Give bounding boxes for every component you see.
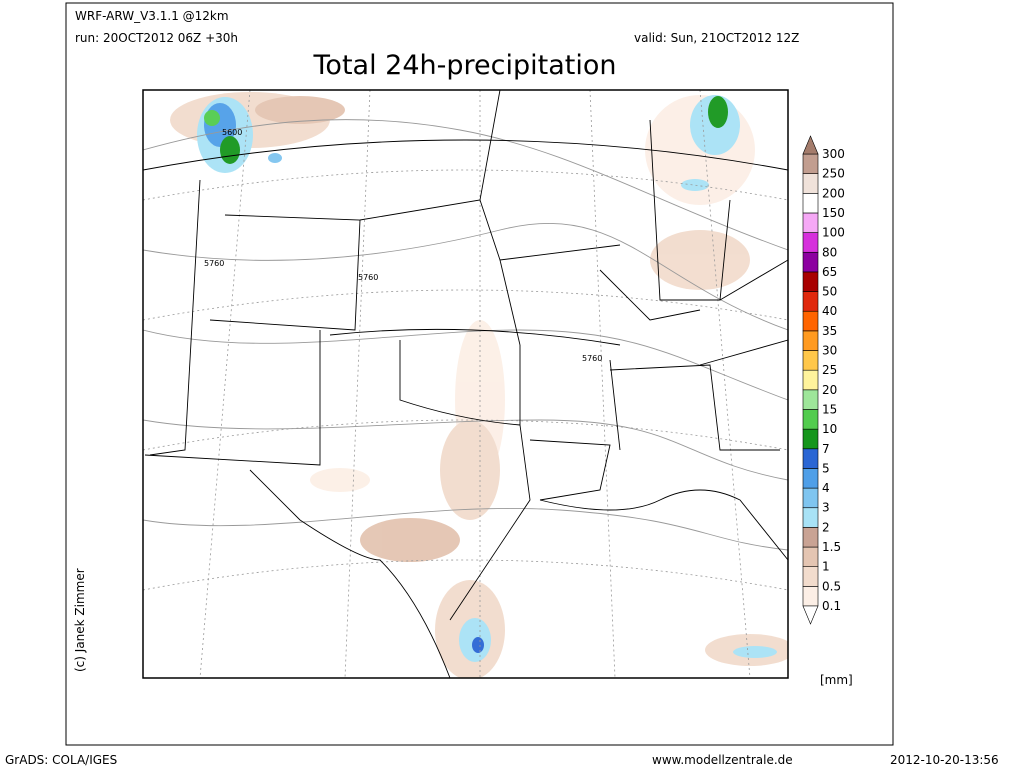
contour-label: 5760 [204, 259, 224, 268]
colorbar-label: 25 [822, 363, 837, 377]
colorbar-box [802, 527, 819, 548]
colorbar-box [802, 369, 819, 391]
colorbar-box [802, 271, 819, 292]
footer-software: GrADS: COLA/IGES [5, 753, 117, 767]
colorbar-box [802, 232, 819, 253]
colorbar-box [802, 389, 819, 410]
valid-label: valid: Sun, 21OCT2012 12Z [634, 31, 799, 45]
credit: (c) Janek Zimmer [73, 568, 87, 672]
colorbar-box [802, 566, 819, 587]
unit-label: [mm] [820, 673, 853, 687]
colorbar-box [802, 468, 819, 489]
map-border [142, 89, 789, 679]
run-label: run: 20OCT2012 06Z +30h [75, 31, 238, 45]
colorbar-label: 15 [822, 402, 837, 416]
model-label: WRF-ARW_V3.1.1 @12km [75, 9, 229, 23]
colorbar-label: 100 [822, 226, 845, 240]
colorbar-label: 40 [822, 304, 837, 318]
colorbar-box [802, 409, 819, 430]
colorbar-label: 0.1 [822, 599, 841, 613]
colorbar-label: 80 [822, 245, 837, 259]
colorbar-box [802, 448, 819, 469]
colorbar-box [802, 428, 819, 450]
colorbar-label: 50 [822, 285, 837, 299]
colorbar-box [802, 487, 819, 509]
colorbar-label: 30 [822, 344, 837, 358]
footer-timestamp: 2012-10-20-13:56 [890, 753, 999, 767]
colorbar-label: 3 [822, 501, 830, 515]
colorbar-box [802, 586, 819, 607]
colorbar-label: 1.5 [822, 540, 841, 554]
colorbar-label: 300 [822, 147, 845, 161]
colorbar-label: 4 [822, 481, 830, 495]
colorbar-label: 7 [822, 442, 830, 456]
title: Total 24h-precipitation [313, 50, 617, 81]
colorbar-label: 150 [822, 206, 845, 220]
colorbar-label: 0.5 [822, 579, 841, 593]
footer-website: www.modellzentrale.de [652, 753, 793, 767]
colorbar-label: 2 [822, 520, 830, 534]
colorbar-under [802, 605, 819, 625]
contours [143, 119, 788, 551]
colorbar-box [802, 507, 819, 528]
colorbar-label: 35 [822, 324, 837, 338]
colorbar-box [802, 546, 819, 567]
colorbar-label: 200 [822, 186, 845, 200]
colorbar-box [802, 251, 819, 273]
graticule [143, 90, 788, 678]
colorbar-box [802, 291, 819, 312]
colorbar-label: 65 [822, 265, 837, 279]
colorbar-box [802, 173, 819, 194]
colorbar-over [802, 135, 819, 155]
colorbar-box [802, 153, 819, 174]
colorbar-label: 20 [822, 383, 837, 397]
contour-label: 5600 [222, 128, 242, 137]
contour-label: 5760 [582, 354, 602, 363]
colorbar-label: 1 [822, 560, 830, 574]
colorbar-label: 10 [822, 422, 837, 436]
colorbar-box [802, 193, 819, 214]
colorbar: 0.1 0.5 1 1.5 2 3 4 5 7 10 15 20 25 30 35 40 50 65 80 100 15… [802, 135, 845, 625]
colorbar-box [802, 310, 819, 332]
contour-label: 5760 [358, 273, 378, 282]
colorbar-box [802, 212, 819, 233]
colorbar-box [802, 330, 819, 351]
map: 5600 5760 5760 5760 [143, 90, 788, 678]
colorbar-label: 250 [822, 167, 845, 181]
colorbar-label: 5 [822, 461, 830, 475]
colorbar-box [802, 350, 819, 371]
borders [143, 90, 788, 678]
